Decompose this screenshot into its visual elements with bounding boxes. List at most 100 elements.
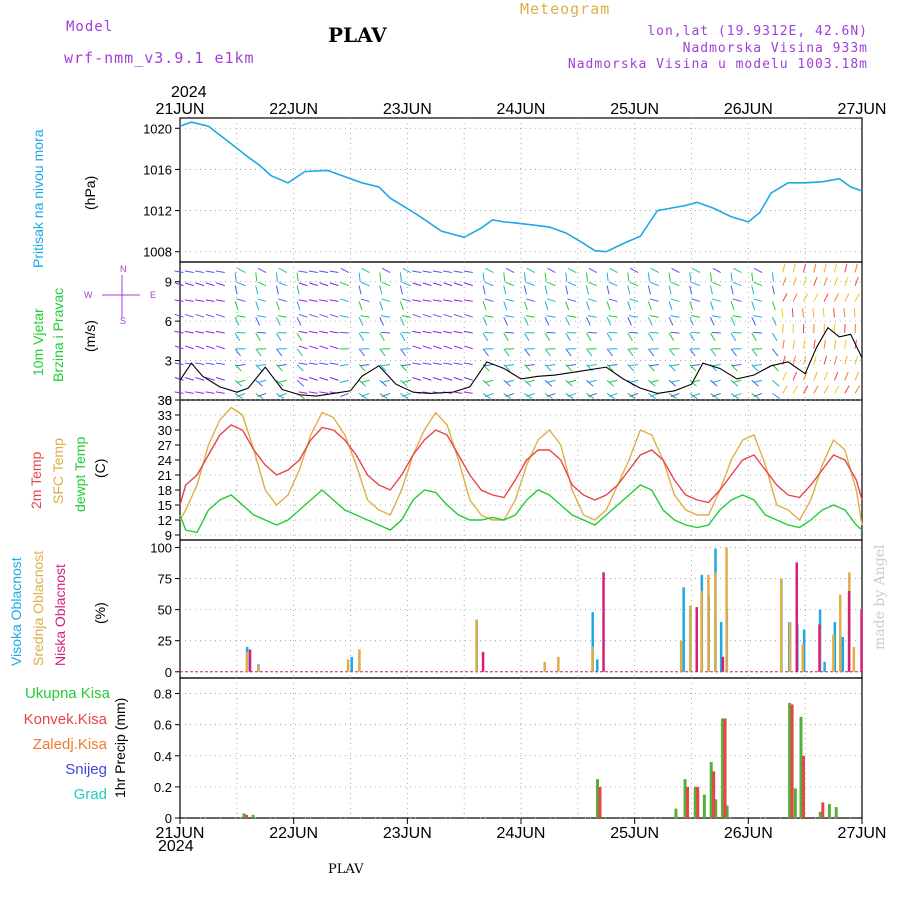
wind-barb [463,299,473,302]
wind-barb [379,348,386,357]
cloud-bar [358,649,361,672]
wind-barb [275,272,279,282]
wind-ytick-label: 0 [165,393,172,408]
wind-barb [668,316,674,326]
wind-barb [823,277,828,286]
wind-barb [257,267,267,273]
wind-barb [649,298,659,302]
wind-barb [400,364,407,372]
wind-barb [174,391,184,394]
wind-barb [565,301,570,311]
wind-barb [422,313,432,318]
wind-barb [339,364,349,367]
precip-bar [725,805,729,818]
wind-barb [505,315,515,318]
cloud-bar [847,590,851,672]
wind-barb [174,345,184,350]
wind-barb [484,298,494,302]
wind-barb [236,315,246,318]
wind-barb [567,281,577,287]
wind-barb [670,281,680,287]
wind-barb [712,281,721,287]
wind-barb [412,313,422,318]
wind-barb [627,272,630,282]
wind-barb [443,330,453,334]
wind-barb [339,315,349,318]
wind-barb [339,298,349,302]
wind-barb [276,379,284,387]
wind-barb [360,298,370,302]
x-label-top: 26JUN [724,101,773,118]
wind-barb [782,293,788,302]
wind-barb [823,293,829,302]
wind-barb [709,316,715,326]
wind-barb [772,393,781,400]
wind-barb [275,332,282,341]
wind-barb [257,364,267,367]
wind-barb [379,316,385,326]
cloud-bar [350,656,353,672]
wind-barb [709,285,713,295]
wind-barb [503,301,508,311]
cloud-bar [860,609,863,672]
wind-barb [482,348,489,357]
wind-barb [329,299,339,302]
wind-barb [195,362,205,366]
wind-barb [812,308,815,318]
wind-barb [792,293,798,302]
cloud-ytick-label: 25 [158,634,172,649]
cloud-ytick-label: 75 [158,572,172,587]
wind-barb [525,298,535,302]
wind-barb [668,348,675,357]
wind-barb [523,301,528,311]
wind-barb [802,308,804,318]
wind-barb [433,377,442,381]
wind-barb [257,281,267,287]
wind-barb [802,339,806,349]
wind-barb [184,330,194,334]
wind-barb [567,315,577,318]
x-label-top: 25JUN [610,101,659,118]
x-label-bottom: 26JUN [724,825,773,842]
wind-barb [505,379,515,383]
wind-barb [412,345,422,350]
wind-barb [606,316,612,326]
wind-barb [484,379,494,383]
model-name: wrf-nmm_v3.9.1 e1km [64,49,255,67]
wind-barb [608,392,618,397]
legend-frozen-rain: Zaledj.Kisa [32,736,107,753]
wind-barb [792,263,796,273]
wind-barb [278,281,287,287]
wind-barb [185,313,194,318]
wind-barb [381,281,391,287]
wind-barb [627,316,633,326]
pressure-ytick-label: 1020 [143,121,172,136]
precip-ytick-label: 0 [165,811,172,826]
wind-barb [257,379,267,383]
compass-west: W [84,290,93,300]
wind-barb [585,332,592,341]
wind-barb [586,364,593,372]
cloud-bar [833,622,837,672]
wind-barb [609,267,618,273]
wind-barb [358,332,365,341]
wind-barb [379,301,384,311]
wind-barb [505,392,515,397]
cloud-bar [779,578,783,672]
wind-barb [771,272,775,282]
wind-barb [236,379,246,383]
wind-barb [195,377,205,381]
wind-barb [257,315,267,318]
wind-barb [751,332,757,341]
wind-barb [381,392,391,397]
wind-barb [484,364,494,367]
wind-barb [296,316,302,326]
wind-barb [298,345,308,350]
wind-barb [360,392,370,397]
wind-barb [205,377,215,381]
wind-barb [255,364,263,372]
x-label-bottom: 24JUN [497,825,546,842]
wind-barb [298,391,308,394]
wind-barb [647,301,652,311]
